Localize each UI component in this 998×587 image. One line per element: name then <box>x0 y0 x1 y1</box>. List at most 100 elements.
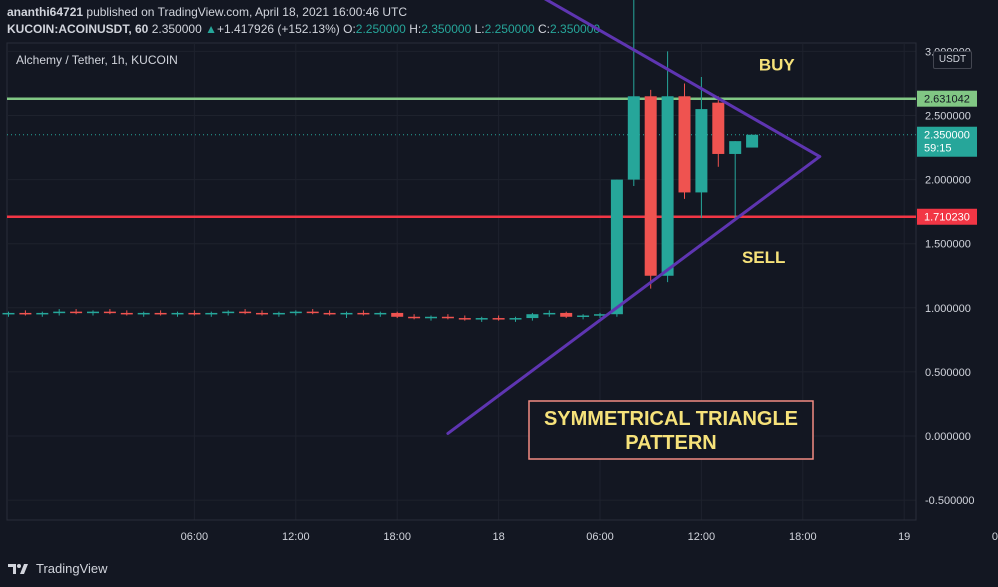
current-price-label: 2.350000 <box>924 130 970 142</box>
x-axis[interactable]: 06:00 12:00 18:00 18 06:00 12:00 18:00 19 06:00 <box>181 531 998 543</box>
candle <box>323 310 336 316</box>
chart-header: ananthi64721 published on TradingView.co… <box>0 0 998 42</box>
candle <box>87 310 99 316</box>
candle-body <box>188 312 201 315</box>
candle-body <box>323 312 336 315</box>
sell-annotation: SELL <box>742 248 785 267</box>
candle-body <box>239 311 252 314</box>
candle <box>53 309 66 316</box>
price-change: +1.417926 (+152.13%) <box>217 22 340 36</box>
candle-body <box>19 312 32 315</box>
y-tick-label: 0.000000 <box>925 431 971 443</box>
candle <box>120 310 133 316</box>
horizontal-lines <box>7 97 916 218</box>
high-value: 2.350000 <box>421 22 472 36</box>
candle-body <box>374 312 387 315</box>
candle-body <box>222 311 235 314</box>
candle-body <box>425 316 437 319</box>
buy-annotation: BUY <box>759 56 796 75</box>
candle <box>103 309 116 315</box>
support-price-label: 1.710230 <box>924 212 970 224</box>
candle-body <box>70 311 83 314</box>
candle <box>36 311 49 317</box>
trendline-upper[interactable] <box>431 0 822 159</box>
candle-body <box>36 312 49 315</box>
candle <box>154 310 167 316</box>
candles <box>2 0 759 322</box>
x-tick-label: 06:00 <box>586 531 614 543</box>
open-label: O: <box>343 22 356 36</box>
candle-body <box>171 312 184 315</box>
chart-title: Alchemy / Tether, 1h, KUCOIN <box>16 53 178 67</box>
up-triangle-icon: ▲ <box>205 22 217 36</box>
candle <box>205 311 218 317</box>
low-value: 2.250000 <box>484 22 535 36</box>
candle <box>543 310 556 317</box>
candle-body <box>154 312 167 315</box>
candle <box>509 316 522 322</box>
candle-body <box>729 141 742 154</box>
candle-body <box>678 96 691 193</box>
y-tick-label: 1.500000 <box>925 239 971 251</box>
candle <box>2 311 15 317</box>
currency-label[interactable]: USDT <box>933 51 972 69</box>
open-value: 2.250000 <box>355 22 406 36</box>
x-tick-label: 19 <box>898 531 910 543</box>
candle <box>594 312 606 319</box>
chart-canvas[interactable]: Alchemy / Tether, 1h, KUCOIN 6.0000005.5… <box>0 0 998 553</box>
candle-body <box>120 312 133 315</box>
trendlines[interactable] <box>431 0 822 435</box>
y-axis[interactable]: 6.0000005.5000005.0000004.5000004.000000… <box>925 0 975 553</box>
candle-body <box>391 312 404 317</box>
trendline-lower[interactable] <box>446 155 822 435</box>
publish-text: published on TradingView.com, April 18, … <box>86 5 408 19</box>
brand-label: TradingView <box>36 561 108 576</box>
candle-body <box>205 312 218 315</box>
candle <box>644 89 657 289</box>
candle <box>256 310 268 316</box>
x-tick-label: 12:00 <box>282 531 310 543</box>
candle-body <box>475 318 488 320</box>
candle-body <box>492 318 505 320</box>
x-tick-label: 18 <box>492 531 504 543</box>
candle-body <box>695 109 708 193</box>
candle <box>357 310 370 316</box>
y-tick-label: -0.500000 <box>925 495 975 507</box>
candle-body <box>644 96 657 276</box>
candle <box>526 312 539 321</box>
candle-body <box>661 96 674 276</box>
candle <box>627 0 640 187</box>
candle <box>458 315 471 321</box>
publish-info: ananthi64721 published on TradingView.co… <box>7 5 407 19</box>
candle-body <box>103 311 116 314</box>
candle <box>19 310 32 316</box>
tradingview-logo-icon <box>8 563 28 574</box>
y-tick-label: 0.500000 <box>925 367 971 379</box>
candle <box>171 311 184 317</box>
pattern-text-line: SYMMETRICAL TRIANGLE <box>544 408 798 430</box>
y-tick-label: 1.000000 <box>925 303 971 315</box>
candle-body <box>610 179 623 315</box>
candle-body <box>357 312 370 315</box>
candle-body <box>543 312 556 315</box>
candle-body <box>712 102 725 154</box>
brand[interactable]: TradingView <box>8 561 108 576</box>
y-tick-label: 2.500000 <box>925 111 971 123</box>
low-label: L: <box>474 22 485 36</box>
candle-body <box>340 312 353 315</box>
candle <box>306 309 319 315</box>
candle <box>137 311 150 317</box>
x-tick-label: 06:00 <box>181 531 209 543</box>
candle-body <box>526 314 539 319</box>
close-value: 2.350000 <box>550 22 601 36</box>
author-name[interactable]: ananthi64721 <box>7 5 84 19</box>
candle-body <box>441 316 454 319</box>
candle-body <box>272 312 285 315</box>
candle <box>441 314 454 320</box>
ohlc-line: KUCOIN:ACOINUSDT, 60 2.350000 ▲+1.417926… <box>7 22 600 36</box>
candle-body <box>560 312 573 317</box>
support-price-tag <box>917 208 977 225</box>
candle <box>340 311 353 319</box>
candle-body <box>577 315 590 317</box>
